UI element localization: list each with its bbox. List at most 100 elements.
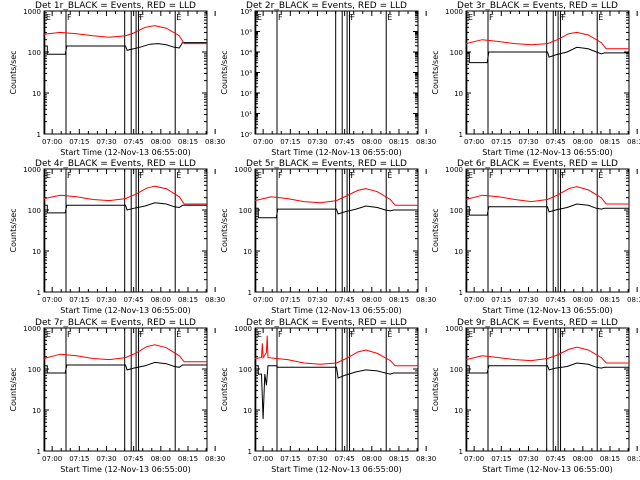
flag-label: F bbox=[489, 171, 494, 180]
panel-title: Det 7r_BLACK = Events, RED = LLD bbox=[35, 318, 196, 328]
y-tick-label: 10⁴ bbox=[240, 49, 252, 57]
x-tick-label: 07:00 bbox=[464, 138, 484, 146]
x-tick-label: 08:15 bbox=[178, 455, 198, 463]
x-tick-label: 07:15 bbox=[280, 455, 300, 463]
panel-title: Det 4r_BLACK = Events, RED = LLD bbox=[35, 159, 196, 169]
x-tick-label: 07:00 bbox=[253, 455, 273, 463]
y-tick-label: 1 bbox=[37, 131, 41, 139]
flag-label: F bbox=[559, 13, 564, 22]
x-axis-label: Start Time (12-Nov-13 06:55:00) bbox=[60, 306, 190, 315]
detector-panel-1: Det 1r_BLACK = Events, RED = LLD Counts/s… bbox=[9, 1, 225, 157]
plot-frame bbox=[43, 327, 208, 452]
flag-label: F bbox=[67, 171, 72, 180]
y-tick-label: 10 bbox=[32, 90, 41, 98]
detector-panel-2: Det 2r_BLACK = Events, RED = LLD Counts/s… bbox=[220, 1, 436, 157]
y-tick-label: 1000 bbox=[234, 166, 252, 174]
flag-label: E bbox=[176, 171, 181, 180]
flag-label: F bbox=[559, 330, 564, 339]
flag-label: F bbox=[137, 330, 142, 339]
flag-label: F bbox=[67, 330, 72, 339]
panel-title: Det 6r_BLACK = Events, RED = LLD bbox=[457, 159, 618, 169]
x-tick-label: 07:00 bbox=[42, 138, 62, 146]
flag-label: E bbox=[46, 330, 51, 339]
x-tick-label: 07:15 bbox=[69, 455, 89, 463]
x-tick-label: 07:30 bbox=[96, 296, 116, 304]
y-tick-label: 10 bbox=[454, 248, 463, 256]
x-tick-label: 07:30 bbox=[307, 296, 327, 304]
y-axis-label: Counts/sec bbox=[220, 367, 229, 411]
x-tick-label: 08:15 bbox=[178, 296, 198, 304]
y-tick-label: 10 bbox=[32, 248, 41, 256]
y-tick-label: 1 bbox=[248, 289, 252, 297]
x-tick-label: 07:45 bbox=[124, 455, 144, 463]
series-line-black bbox=[44, 361, 207, 374]
y-tick-label: 10 bbox=[454, 407, 463, 415]
y-tick-label: 1 bbox=[459, 448, 463, 456]
flag-label: E bbox=[468, 330, 473, 339]
x-tick-label: 07:15 bbox=[69, 138, 89, 146]
series-line-black bbox=[466, 203, 629, 216]
x-tick-label: 08:30 bbox=[627, 296, 640, 304]
x-tick-label: 07:00 bbox=[253, 138, 273, 146]
x-tick-label: 08:15 bbox=[600, 138, 620, 146]
x-axis-label: Start Time (12-Nov-13 06:55:00) bbox=[482, 306, 612, 315]
y-tick-label: 1000 bbox=[23, 325, 41, 333]
flag-label: E bbox=[468, 171, 473, 180]
x-axis-label: Start Time (12-Nov-13 06:55:00) bbox=[271, 148, 401, 157]
y-tick-label: 1000 bbox=[445, 325, 463, 333]
plot-frame bbox=[465, 10, 630, 135]
flag-label: F bbox=[278, 13, 283, 22]
series-line-red bbox=[465, 31, 629, 50]
plot-frame bbox=[254, 327, 419, 452]
flag-label: F bbox=[559, 171, 564, 180]
flag-label: E bbox=[176, 13, 181, 22]
x-tick-label: 08:30 bbox=[627, 455, 640, 463]
x-tick-label: 08:30 bbox=[205, 138, 225, 146]
x-axis-label: Start Time (12-Nov-13 06:55:00) bbox=[60, 148, 190, 157]
flag-label: E bbox=[468, 13, 473, 22]
x-axis-label: Start Time (12-Nov-13 06:55:00) bbox=[271, 306, 401, 315]
x-tick-label: 07:45 bbox=[124, 138, 144, 146]
flag-label: F bbox=[348, 13, 353, 22]
x-tick-label: 07:00 bbox=[42, 455, 62, 463]
x-tick-label: 07:30 bbox=[307, 455, 327, 463]
x-tick-label: 07:30 bbox=[518, 296, 538, 304]
x-tick-label: 08:15 bbox=[600, 455, 620, 463]
flag-label: E bbox=[598, 13, 603, 22]
flag-label: F bbox=[140, 13, 145, 22]
y-axis-label: Counts/sec bbox=[431, 208, 440, 252]
x-tick-label: 08:15 bbox=[178, 138, 198, 146]
x-axis-label: Start Time (12-Nov-13 06:55:00) bbox=[271, 465, 401, 474]
x-tick-label: 07:30 bbox=[96, 138, 116, 146]
panel-title: Det 9r_BLACK = Events, RED = LLD bbox=[457, 318, 618, 328]
y-tick-label: 1 bbox=[459, 289, 463, 297]
x-tick-label: 08:00 bbox=[362, 138, 382, 146]
flag-label: F bbox=[489, 13, 494, 22]
panel-title: Det 8r_BLACK = Events, RED = LLD bbox=[246, 318, 407, 328]
x-tick-label: 08:15 bbox=[389, 138, 409, 146]
x-tick-label: 08:30 bbox=[205, 296, 225, 304]
y-axis-label: Counts/sec bbox=[431, 50, 440, 94]
y-tick-label: 10 bbox=[243, 407, 252, 415]
x-tick-label: 08:30 bbox=[416, 296, 436, 304]
x-tick-label: 08:30 bbox=[205, 455, 225, 463]
x-tick-label: 07:15 bbox=[491, 138, 511, 146]
flag-label: F bbox=[351, 171, 356, 180]
detector-panel-4: Det 4r_BLACK = Events, RED = LLD Counts/s… bbox=[9, 159, 225, 315]
x-tick-label: 08:15 bbox=[389, 455, 409, 463]
x-tick-label: 08:00 bbox=[151, 455, 171, 463]
flag-label: E bbox=[598, 171, 603, 180]
plot-frame bbox=[254, 10, 419, 135]
flag-label: E bbox=[387, 171, 392, 180]
series-line-black bbox=[255, 205, 418, 219]
flag-label: E bbox=[387, 330, 392, 339]
series-line-black bbox=[255, 365, 418, 420]
x-tick-label: 07:45 bbox=[546, 296, 566, 304]
x-tick-label: 07:45 bbox=[335, 455, 355, 463]
flag-label: F bbox=[140, 330, 145, 339]
series-line-red bbox=[465, 186, 629, 205]
y-tick-label: 1 bbox=[459, 131, 463, 139]
y-tick-label: 1000 bbox=[445, 8, 463, 16]
x-tick-label: 08:00 bbox=[573, 455, 593, 463]
detector-panel-6: Det 6r_BLACK = Events, RED = LLD Counts/s… bbox=[431, 159, 640, 315]
